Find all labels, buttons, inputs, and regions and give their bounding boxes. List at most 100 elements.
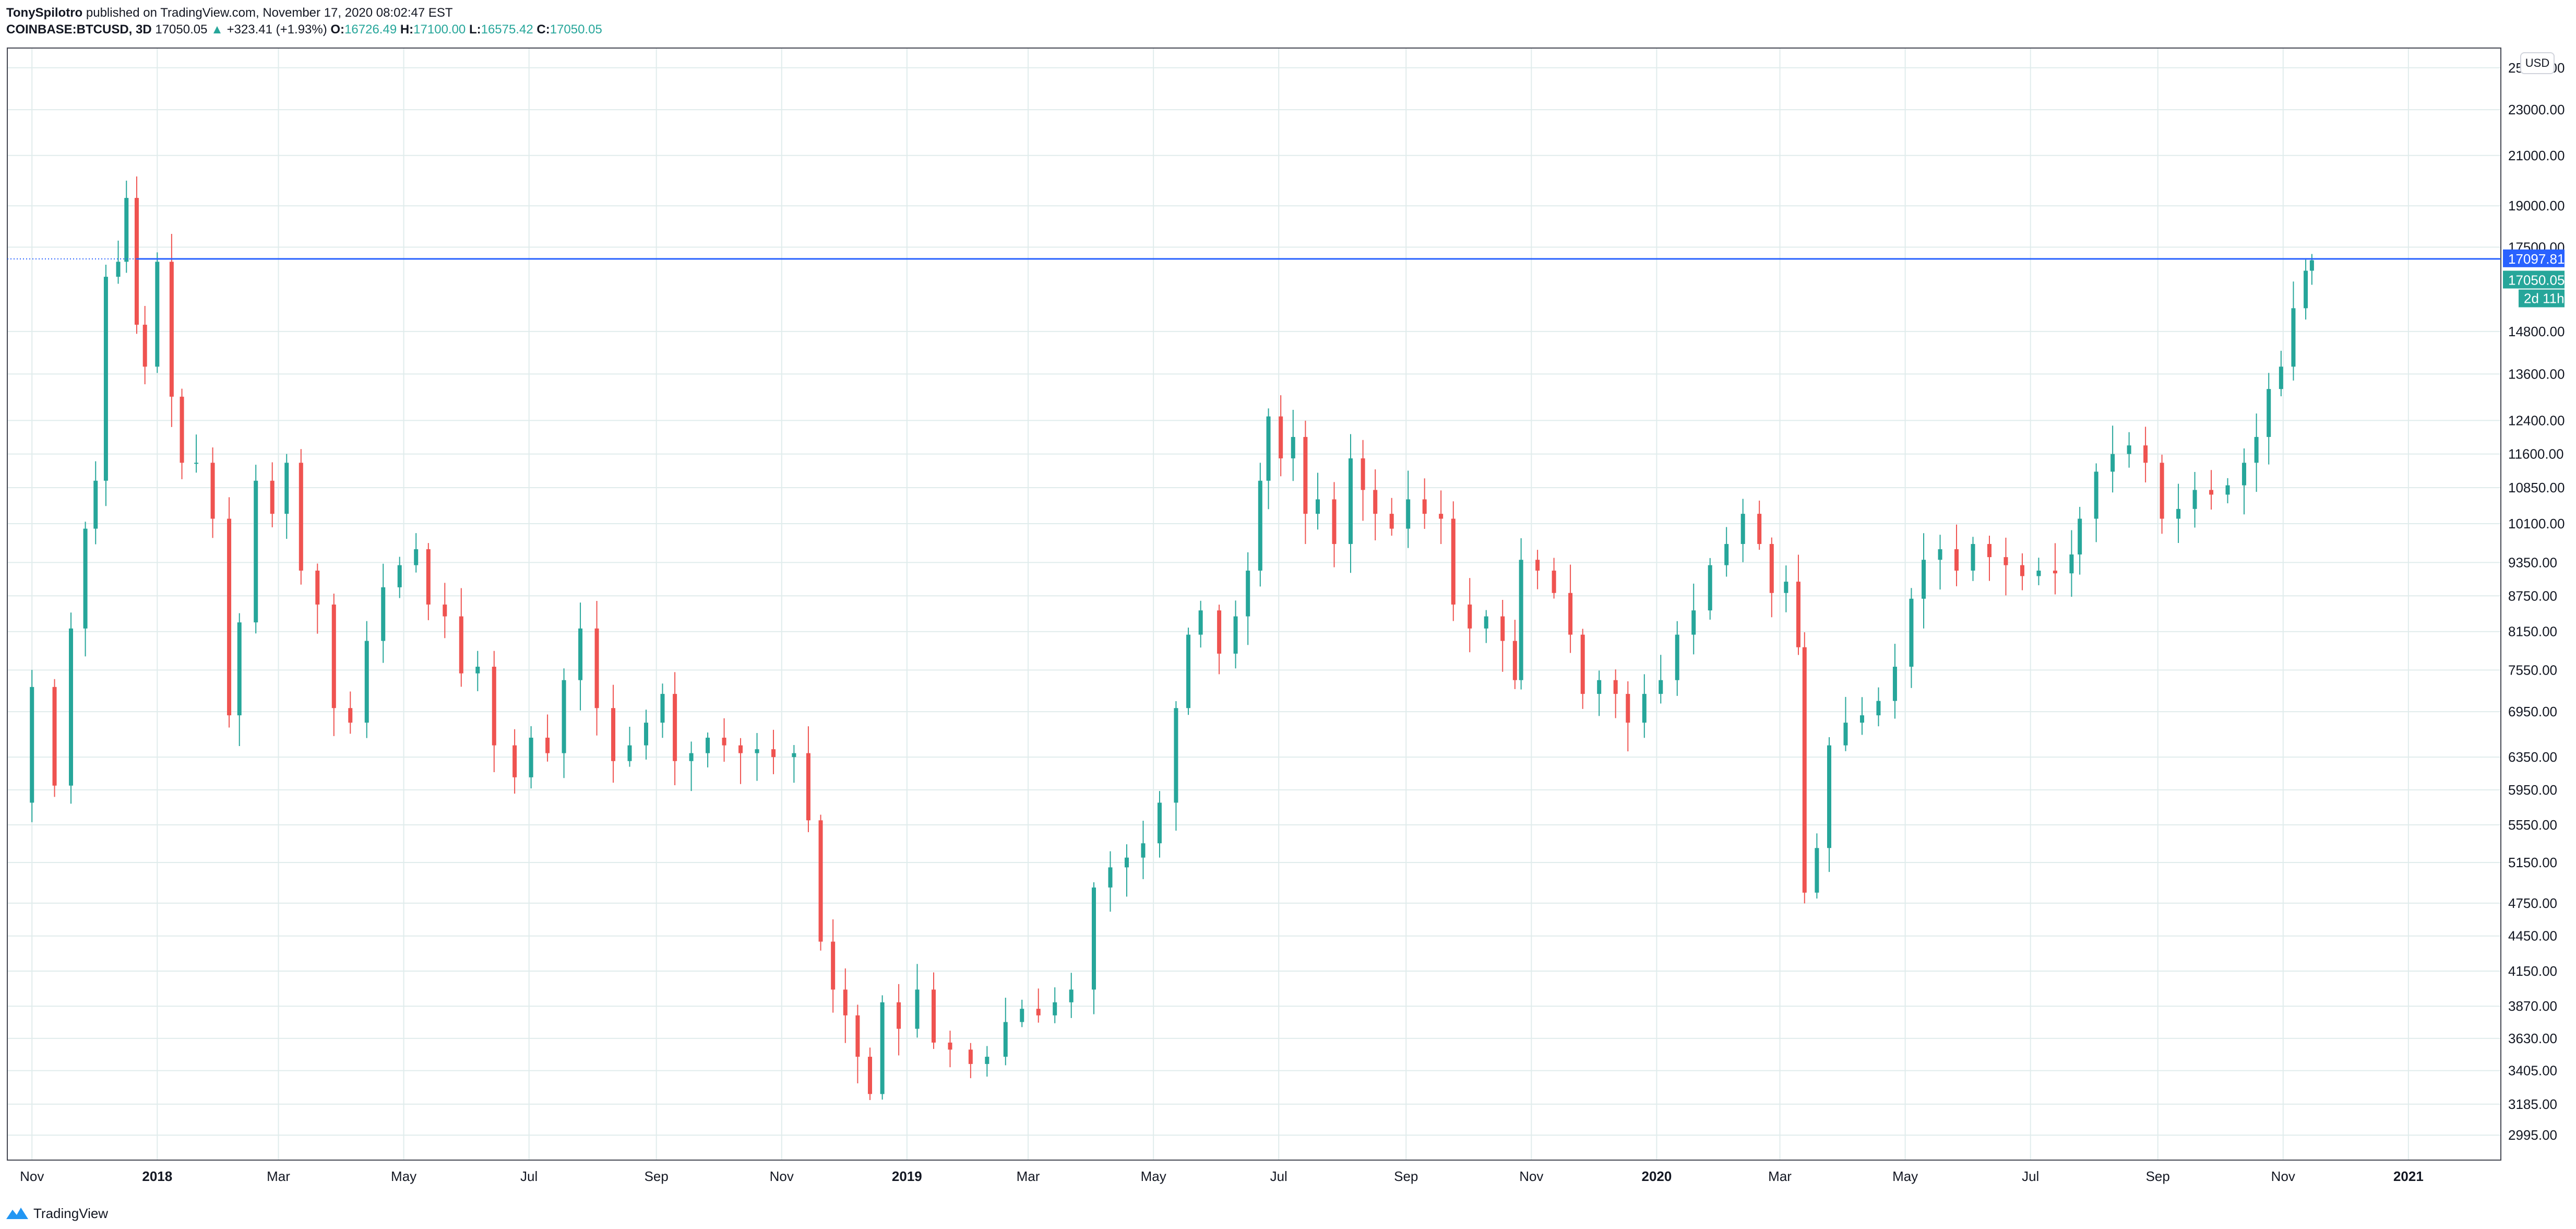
candle-body (1361, 458, 1365, 490)
y-tick-label: 4150.00 (2508, 963, 2557, 979)
x-tick-label: Nov (1519, 1168, 1543, 1184)
publish-info: published on TradingView.com, November 1… (86, 6, 453, 20)
y-tick-label: 9350.00 (2508, 554, 2557, 570)
candle-body (968, 1049, 973, 1064)
candle-body (426, 549, 431, 605)
candle-body (611, 708, 616, 761)
candle-body (1815, 848, 1819, 893)
candle-body (2069, 554, 2074, 574)
tradingview-logo-icon (6, 1208, 28, 1219)
candle-body (1724, 543, 1729, 565)
candle-body (1568, 593, 1573, 635)
candle-body (103, 277, 108, 481)
candle-body (1389, 514, 1394, 529)
candle-body (660, 694, 665, 723)
high-value: 17100.00 (413, 22, 466, 37)
candle-body (1468, 604, 1472, 629)
candle-body (722, 737, 726, 746)
candle-body (868, 1057, 873, 1094)
candle-body (1186, 634, 1191, 708)
candle-body (1332, 499, 1337, 544)
candle-body (806, 753, 810, 821)
candle-body (1174, 708, 1178, 803)
candle-body (1691, 610, 1696, 635)
candle-body (134, 198, 139, 325)
candle-body (1124, 857, 1129, 868)
candle-body (227, 518, 232, 716)
y-tick-label: 7550.00 (2508, 662, 2557, 678)
symbol-label[interactable]: COINBASE:BTCUSD, 3D (6, 22, 152, 37)
candle-body (1642, 694, 1647, 723)
candle-body (1069, 989, 1074, 1002)
y-tick-label: 8750.00 (2508, 588, 2557, 604)
x-tick-label: 2021 (2393, 1168, 2424, 1184)
last-price-label: 17050.05 (2508, 273, 2565, 288)
candle-body (2176, 509, 2181, 519)
candle-body (2225, 485, 2230, 495)
candle-body (284, 463, 289, 514)
y-tick-label: 2995.00 (2508, 1127, 2557, 1143)
candle-body (2291, 308, 2296, 367)
candle-body (1796, 582, 1800, 647)
y-tick-label: 4450.00 (2508, 928, 2557, 944)
x-tick-label: 2019 (892, 1168, 922, 1184)
chart-header: TonySpilotro published on TradingView.co… (6, 5, 453, 21)
y-tick-label: 23000.00 (2508, 102, 2565, 117)
y-tick-label: 11600.00 (2508, 446, 2564, 462)
y-tick-label: 14800.00 (2508, 324, 2565, 339)
x-tick-label: May (1892, 1168, 1918, 1184)
candle-body (512, 745, 517, 777)
countdown-tag (2519, 289, 2565, 308)
candle-body (932, 989, 936, 1043)
footer-brand[interactable]: TradingView (33, 1206, 109, 1221)
candle-body (1246, 570, 1250, 617)
candle-body (2242, 463, 2247, 486)
candle-body (1784, 582, 1788, 593)
ohlc-legend: COINBASE:BTCUSD, 3D 17050.05 ▲ +323.41 (… (6, 22, 602, 38)
y-tick-label: 3405.00 (2508, 1063, 2557, 1079)
candle-body (627, 745, 632, 761)
candle-body (124, 198, 129, 262)
y-tick-label: 10850.00 (2508, 480, 2565, 495)
last-price: 17050.05 (155, 22, 208, 37)
candle-body (142, 324, 147, 367)
countdown-label: 2d 11h (2524, 291, 2565, 306)
currency-button[interactable]: USD (2520, 52, 2555, 74)
candle-body (1108, 867, 1113, 888)
candle-body (475, 667, 480, 673)
high-label: H: (400, 22, 414, 37)
candle-body (381, 587, 386, 641)
y-tick-label: 6950.00 (2508, 704, 2557, 719)
candle-body (1675, 634, 1679, 680)
x-tick-label: Sep (645, 1168, 669, 1184)
candle-body (1708, 565, 1712, 611)
y-tick-label: 6350.00 (2508, 749, 2557, 765)
candle-body (1279, 416, 1283, 458)
candle-body (83, 528, 88, 629)
candle-body (1266, 416, 1271, 481)
x-tick-label: Jul (2022, 1168, 2039, 1184)
candle-body (706, 737, 710, 753)
y-tick-label: 3630.00 (2508, 1031, 2557, 1046)
candle-body (562, 680, 566, 753)
x-tick-label: Nov (20, 1168, 44, 1184)
x-tick-label: 2020 (1641, 1168, 1672, 1184)
candle-body (1659, 680, 1663, 694)
x-tick-label: Mar (1768, 1168, 1792, 1184)
candle-body (529, 737, 533, 777)
candle-body (1303, 436, 1308, 514)
candle-body (594, 628, 599, 708)
candle-body (1909, 598, 1914, 667)
candle-body (831, 941, 836, 990)
candle-body (2267, 389, 2271, 437)
open-label: O: (330, 22, 345, 37)
candle-body (52, 687, 57, 786)
author-name[interactable]: TonySpilotro (6, 6, 83, 20)
candle-body (116, 262, 121, 277)
candle-body (69, 628, 74, 786)
candle-body (915, 989, 920, 1029)
candle-body (948, 1042, 952, 1050)
candle-body (644, 723, 649, 746)
candle-body (1500, 616, 1505, 641)
